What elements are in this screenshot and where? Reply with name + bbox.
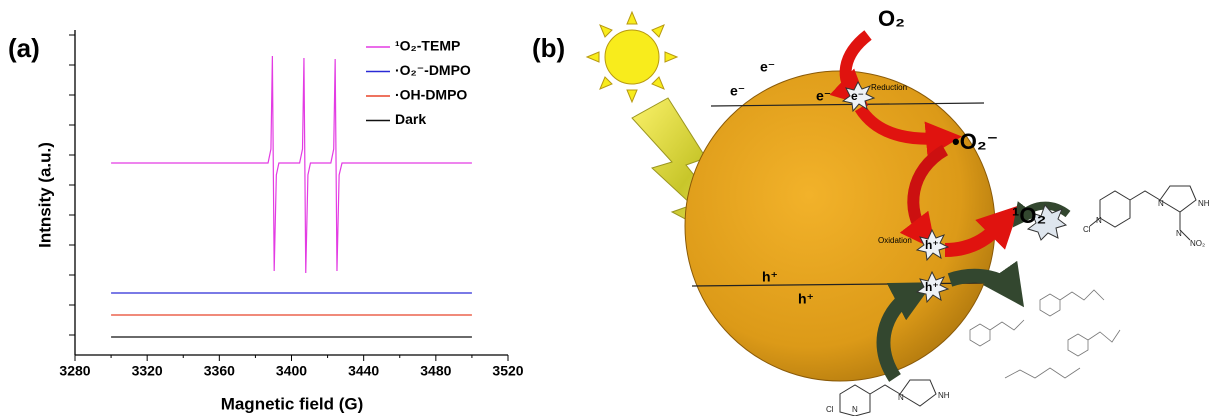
hole: h⁺	[798, 291, 814, 307]
chart-a: (a) Magnetic field (G) Intnsity (a.u.) 3…	[8, 30, 524, 413]
atom: NH	[938, 391, 950, 400]
sun	[587, 12, 677, 102]
electron: e⁻	[760, 59, 775, 75]
products	[970, 290, 1120, 378]
atom: Cl	[826, 405, 834, 414]
y-axis-label: Intnsity (a.u.)	[35, 142, 54, 248]
hole: h⁺	[925, 280, 939, 294]
atom: Cl	[1083, 225, 1091, 234]
x-tick-label: 3480	[420, 363, 451, 379]
legend-label: ·O₂⁻-DMPO	[395, 62, 471, 78]
photocatalyst	[685, 71, 995, 381]
reduction: Reduction	[871, 83, 907, 92]
atom: N	[1096, 216, 1102, 225]
atom: N	[898, 393, 904, 402]
diagram-b: (b) O₂ •O₂⁻ ¹O₂ e⁻ e⁻ e⁻ e⁻	[532, 6, 1210, 416]
atom: N	[1176, 229, 1182, 238]
legend-label: ·OH-DMPO	[395, 87, 467, 103]
panel-label: (b)	[532, 33, 565, 63]
x-tick-label: 3520	[492, 363, 523, 379]
x-tick-label: 3320	[132, 363, 163, 379]
atom: NH	[1198, 199, 1210, 208]
x-tick-label: 3400	[276, 363, 307, 379]
x-tick-label: 3360	[204, 363, 235, 379]
hole: h⁺	[762, 269, 778, 285]
electron: e⁻	[851, 89, 864, 103]
electron: e⁻	[730, 83, 745, 99]
x-tick-label: 3440	[348, 363, 379, 379]
panel-label: (a)	[8, 33, 40, 63]
molecule: Cl N N NH N NO₂	[1083, 186, 1210, 248]
atom: N	[852, 405, 858, 414]
singlet-oxygen: ¹O₂	[1012, 203, 1046, 228]
oxidation: Oxidation	[878, 236, 912, 245]
superoxide: •O₂⁻	[952, 129, 998, 154]
atom: NO₂	[1190, 239, 1205, 248]
hole: h⁺	[925, 238, 939, 252]
legend-label: ¹O₂-TEMP	[395, 38, 460, 54]
molecule: Cl N N NH	[826, 380, 950, 416]
legend-label: Dark	[395, 111, 426, 127]
x-tick-label: 3280	[59, 363, 90, 379]
electron: e⁻	[816, 88, 831, 104]
x-axis-label: Magnetic field (G)	[221, 394, 364, 413]
atom: N	[1158, 199, 1164, 208]
figure: (a) Magnetic field (G) Intnsity (a.u.) 3…	[0, 0, 1218, 416]
o2: O₂	[878, 6, 905, 31]
